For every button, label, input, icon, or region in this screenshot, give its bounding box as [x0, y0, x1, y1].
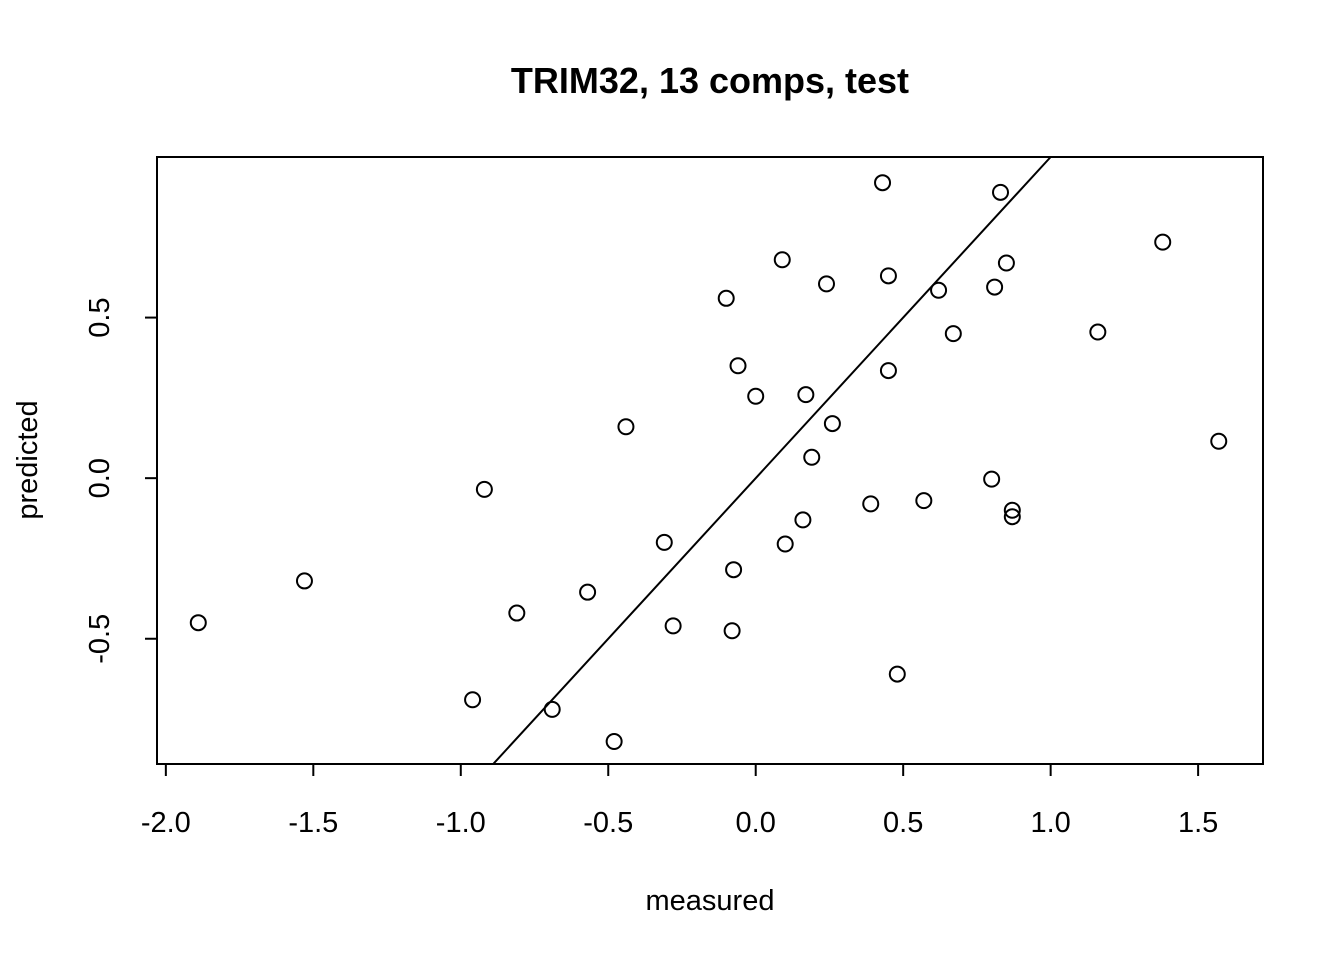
data-point [944, 325, 962, 343]
data-point [1154, 233, 1172, 251]
x-axis-label: measured [646, 885, 775, 917]
data-point [747, 387, 765, 405]
data-point [915, 492, 933, 510]
data-point [797, 386, 815, 404]
data-point [729, 357, 747, 375]
data-point [664, 617, 682, 635]
x-tick-label: -2.0 [141, 807, 191, 839]
data-point [817, 275, 835, 293]
data-point [1089, 323, 1107, 341]
y-axis-label: predicted [12, 400, 44, 519]
plot-frame [156, 156, 1264, 765]
data-point [888, 665, 906, 683]
y-tick-label: -0.5 [84, 614, 116, 664]
data-point [1003, 501, 1021, 519]
x-tick-label: -0.5 [583, 807, 633, 839]
data-point [543, 700, 561, 718]
data-point [717, 289, 735, 307]
points-layer [189, 174, 1228, 751]
data-point [464, 691, 482, 709]
data-point [605, 733, 623, 751]
data-point [823, 415, 841, 433]
data-point [879, 362, 897, 380]
y-tick-label: 0.0 [84, 458, 116, 498]
data-point [295, 572, 313, 590]
x-tick-label: 1.0 [1030, 807, 1070, 839]
data-point [930, 281, 948, 299]
reference-line-layer [492, 156, 1052, 765]
x-tick-label: -1.5 [288, 807, 338, 839]
y-axis: -0.5 0.0 0.5 [84, 297, 158, 664]
data-point [986, 278, 1004, 296]
x-tick-label: 1.5 [1178, 807, 1218, 839]
data-point [874, 174, 892, 192]
data-point [617, 418, 635, 436]
data-point [794, 511, 812, 529]
data-point [776, 535, 794, 553]
y-tick-label: 0.5 [84, 297, 116, 337]
reference-line [492, 156, 1052, 765]
data-point [773, 251, 791, 269]
data-point [189, 614, 207, 632]
data-point [997, 254, 1015, 272]
x-tick-label: -1.0 [436, 807, 486, 839]
x-tick-label: 0.0 [736, 807, 776, 839]
x-axis: -2.0 -1.5 -1.0 -0.5 0.0 0.5 1.0 1.5 [141, 763, 1218, 839]
data-point [579, 583, 597, 601]
data-point [983, 470, 1001, 488]
data-point [475, 480, 493, 498]
data-point [992, 183, 1010, 201]
data-point [508, 604, 526, 622]
data-point [655, 533, 673, 551]
data-point [879, 267, 897, 285]
x-tick-label: 0.5 [883, 807, 923, 839]
data-point [803, 448, 821, 466]
data-point [723, 622, 741, 640]
data-point [862, 495, 880, 513]
data-point [1210, 432, 1228, 450]
data-point [1003, 508, 1021, 526]
chart-title: TRIM32, 13 comps, test [511, 60, 909, 101]
data-point [725, 561, 743, 579]
